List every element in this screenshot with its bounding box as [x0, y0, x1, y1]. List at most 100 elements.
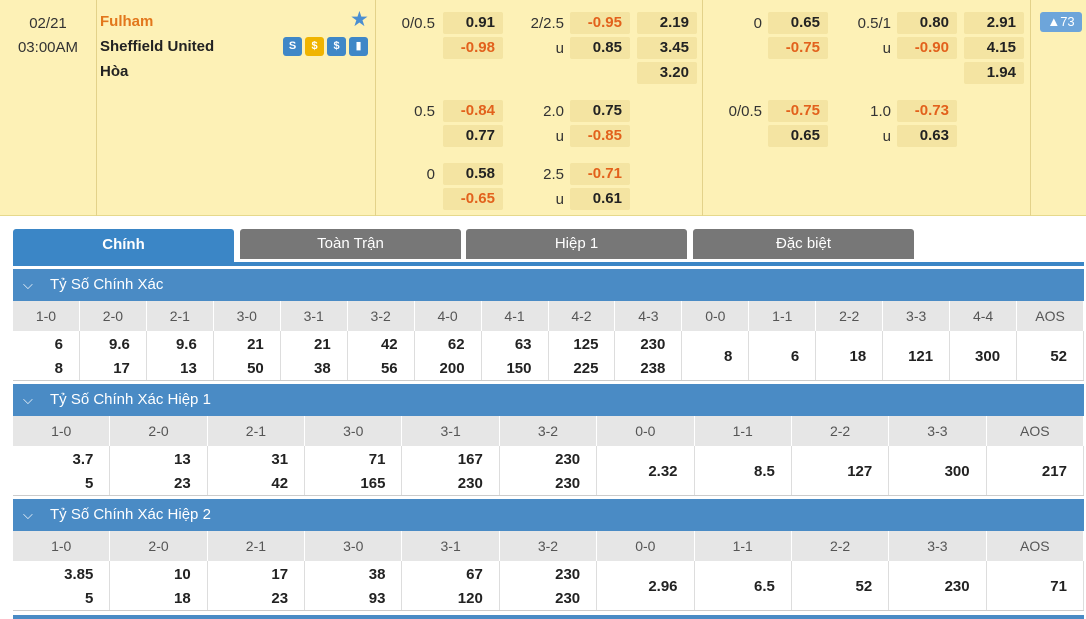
section-header[interactable]: ⌵ Tỷ Số Chính Xác: [13, 269, 1084, 301]
odds-under[interactable]: 0.85: [570, 37, 630, 59]
score-odds-cell[interactable]: 62 200: [415, 331, 482, 380]
score-odds-cell[interactable]: 2.96: [597, 561, 695, 610]
score-odds-cell[interactable]: 6.5: [695, 561, 792, 610]
chart-icon[interactable]: ▮: [349, 37, 368, 56]
score-odds-cell[interactable]: 167 230: [402, 446, 500, 495]
odds-value[interactable]: 127: [847, 463, 873, 480]
odds-value[interactable]: 225: [573, 360, 599, 377]
odds-value[interactable]: 38: [368, 566, 386, 583]
odds-value[interactable]: 167: [457, 451, 483, 468]
home-team[interactable]: Fulham: [100, 13, 154, 30]
odds-h1-under[interactable]: -0.90: [897, 37, 957, 59]
odds-handicap-away[interactable]: -0.98: [443, 37, 503, 59]
odds-value[interactable]: 125: [573, 336, 599, 353]
odds-value[interactable]: 21: [314, 336, 331, 353]
odds-value[interactable]: 3.7: [72, 451, 94, 468]
score-odds-cell[interactable]: 52: [1017, 331, 1084, 380]
odds-value[interactable]: 6: [54, 336, 63, 353]
score-odds-cell[interactable]: 300: [889, 446, 987, 495]
score-odds-cell[interactable]: 3.7 5: [13, 446, 111, 495]
odds-value[interactable]: 230: [555, 475, 581, 492]
odds-under[interactable]: 0.61: [570, 188, 630, 210]
score-odds-cell[interactable]: 230: [889, 561, 987, 610]
odds-value[interactable]: 10: [174, 566, 191, 583]
odds-h1-handicap-home[interactable]: -0.75: [768, 100, 828, 122]
odds-value[interactable]: 5: [85, 475, 94, 492]
score-odds-cell[interactable]: 6: [749, 331, 817, 380]
odds-value[interactable]: 217: [1041, 463, 1067, 480]
odds-h1-handicap-home[interactable]: 0.65: [768, 12, 828, 34]
odds-value[interactable]: 17: [113, 360, 130, 377]
score-odds-cell[interactable]: 63 150: [482, 331, 549, 380]
score-odds-cell[interactable]: 2.32: [597, 446, 695, 495]
odds-value[interactable]: 6.5: [754, 578, 775, 595]
odds-value[interactable]: 300: [944, 463, 970, 480]
score-odds-cell[interactable]: 8.5: [695, 446, 792, 495]
odds-value[interactable]: 42: [380, 336, 398, 353]
odds-1x2-away[interactable]: 3.45: [637, 37, 697, 59]
odds-value[interactable]: 3.85: [64, 566, 94, 583]
odds-h1-1x2-away[interactable]: 4.15: [964, 37, 1024, 59]
odds-value[interactable]: 8: [723, 348, 733, 365]
score-odds-cell[interactable]: 230 230: [500, 446, 598, 495]
odds-handicap-home[interactable]: -0.84: [443, 100, 503, 122]
odds-value[interactable]: 120: [457, 590, 483, 607]
score-odds-cell[interactable]: 38 93: [305, 561, 403, 610]
odds-value[interactable]: 62: [447, 336, 465, 353]
score-odds-cell[interactable]: 230 230: [500, 561, 598, 610]
chevron-down-icon[interactable]: ⌵: [23, 392, 33, 407]
score-odds-cell[interactable]: 9.6 17: [80, 331, 147, 380]
odds-over[interactable]: -0.71: [570, 163, 630, 185]
tab-first-half[interactable]: Hiệp 1: [466, 229, 687, 259]
score-odds-cell[interactable]: 71: [987, 561, 1084, 610]
score-odds-cell[interactable]: 217: [987, 446, 1084, 495]
odds-handicap-home[interactable]: 0.58: [443, 163, 503, 185]
odds-value[interactable]: 9.6: [175, 336, 197, 353]
score-odds-cell[interactable]: 67 120: [402, 561, 500, 610]
odds-value[interactable]: 200: [439, 360, 465, 377]
score-odds-cell[interactable]: 21 50: [214, 331, 281, 380]
odds-1x2-draw[interactable]: 3.20: [637, 62, 697, 84]
odds-value[interactable]: 150: [506, 360, 532, 377]
score-odds-cell[interactable]: 127: [792, 446, 890, 495]
chevron-down-icon[interactable]: ⌵: [23, 277, 33, 292]
odds-value[interactable]: 121: [908, 348, 934, 365]
odds-value[interactable]: 67: [466, 566, 483, 583]
odds-value[interactable]: 18: [849, 348, 867, 365]
score-odds-cell[interactable]: 125 225: [549, 331, 616, 380]
score-odds-cell[interactable]: 9.6 13: [147, 331, 214, 380]
odds-value[interactable]: 52: [855, 578, 873, 595]
score-odds-cell[interactable]: 52: [792, 561, 890, 610]
odds-value[interactable]: 18: [174, 590, 191, 607]
odds-value[interactable]: 9.6: [109, 336, 130, 353]
score-odds-cell[interactable]: 13 23: [110, 446, 208, 495]
odds-value[interactable]: 71: [368, 451, 386, 468]
odds-value[interactable]: 93: [368, 590, 386, 607]
score-odds-cell[interactable]: 3.85 5: [13, 561, 111, 610]
odds-value[interactable]: 71: [1050, 578, 1067, 595]
score-odds-cell[interactable]: 21 38: [281, 331, 348, 380]
score-odds-cell[interactable]: 8: [682, 331, 750, 380]
odds-value[interactable]: 230: [944, 578, 970, 595]
odds-h1-handicap-away[interactable]: 0.65: [768, 125, 828, 147]
odds-h1-1x2-home[interactable]: 2.91: [964, 12, 1024, 34]
odds-under[interactable]: -0.85: [570, 125, 630, 147]
odds-value[interactable]: 8.5: [754, 463, 775, 480]
odds-over[interactable]: -0.95: [570, 12, 630, 34]
score-odds-cell[interactable]: 17 23: [208, 561, 306, 610]
odds-h1-handicap-away[interactable]: -0.75: [768, 37, 828, 59]
odds-value[interactable]: 21: [247, 336, 264, 353]
score-odds-cell[interactable]: 121: [883, 331, 951, 380]
score-odds-cell[interactable]: 42 56: [348, 331, 415, 380]
score-odds-cell[interactable]: 18: [816, 331, 884, 380]
section-header[interactable]: ⌵ Tỷ Số Chính Xác Hiệp 1: [13, 384, 1084, 416]
score-odds-cell[interactable]: 31 42: [208, 446, 306, 495]
odds-handicap-home[interactable]: 0.91: [443, 12, 503, 34]
odds-value[interactable]: 23: [174, 475, 191, 492]
more-markets-badge[interactable]: ▲73: [1040, 12, 1082, 32]
odds-value[interactable]: 165: [360, 475, 386, 492]
odds-over[interactable]: 0.75: [570, 100, 630, 122]
score-odds-cell[interactable]: 71 165: [305, 446, 403, 495]
odds-handicap-away[interactable]: 0.77: [443, 125, 503, 147]
